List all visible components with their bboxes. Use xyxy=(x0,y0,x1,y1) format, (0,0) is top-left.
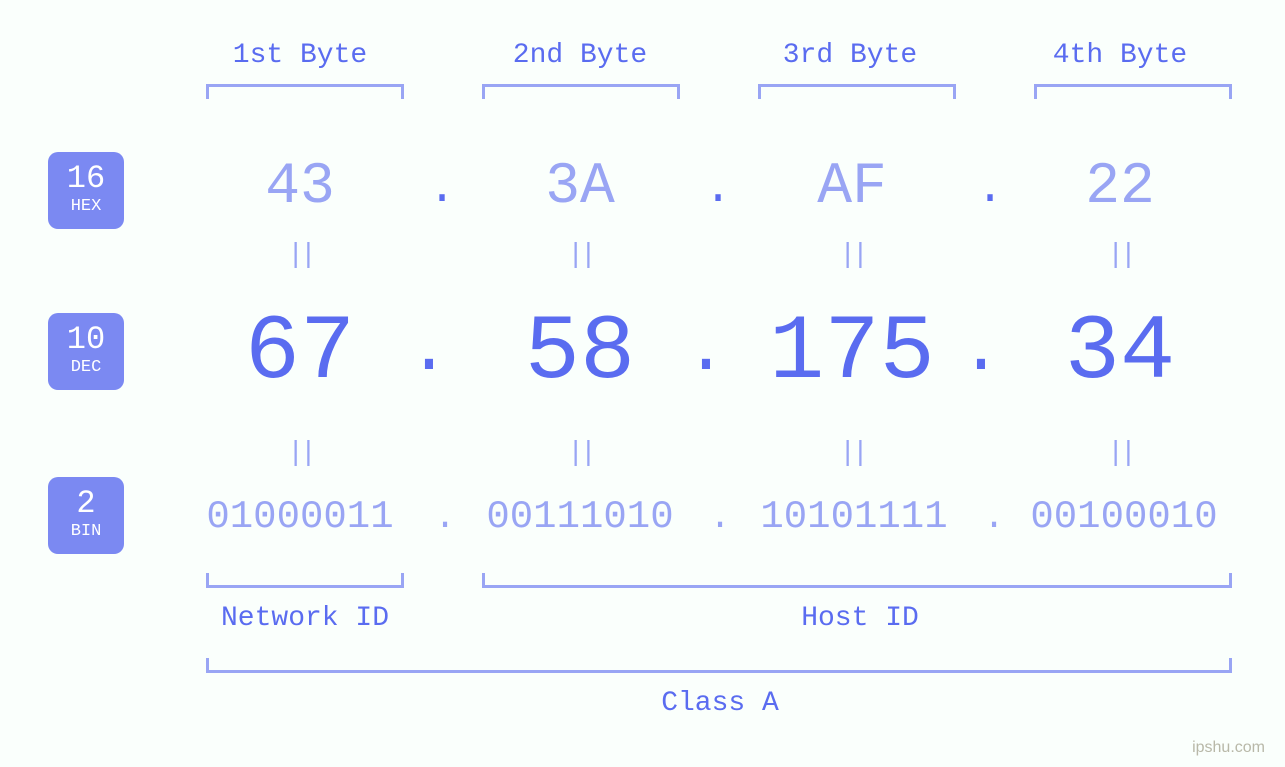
bracket-host xyxy=(482,573,1232,588)
bin-val-3: 10101111 xyxy=(724,495,984,539)
bracket-top-3 xyxy=(758,84,956,99)
watermark: ipshu.com xyxy=(1192,739,1265,757)
badge-dec: 10 DEC xyxy=(48,313,124,390)
bracket-network xyxy=(206,573,404,588)
dec-dot-1: . xyxy=(408,312,448,391)
hex-val-4: 22 xyxy=(1000,155,1240,220)
label-network-id: Network ID xyxy=(220,603,390,634)
bin-val-1: 01000011 xyxy=(170,495,430,539)
byte-header-2: 2nd Byte xyxy=(480,40,680,71)
badge-hex: 16 HEX xyxy=(48,152,124,229)
eq-db-3: || xyxy=(822,438,882,469)
label-host-id: Host ID xyxy=(790,603,930,634)
label-class: Class A xyxy=(640,688,800,719)
eq-db-2: || xyxy=(550,438,610,469)
dec-val-4: 34 xyxy=(1000,300,1240,405)
bracket-top-1 xyxy=(206,84,404,99)
dec-dot-2: . xyxy=(685,312,725,391)
eq-hd-4: || xyxy=(1090,240,1150,271)
badge-bin-txt: BIN xyxy=(71,522,102,542)
hex-val-3: AF xyxy=(732,155,972,220)
badge-hex-txt: HEX xyxy=(71,197,102,217)
eq-hd-1: || xyxy=(270,240,330,271)
badge-bin: 2 BIN xyxy=(48,477,124,554)
byte-header-3: 3rd Byte xyxy=(750,40,950,71)
bin-val-2: 00111010 xyxy=(450,495,710,539)
dec-dot-3: . xyxy=(960,312,1000,391)
dec-val-1: 67 xyxy=(180,300,420,405)
diagram-root: 1st Byte 2nd Byte 3rd Byte 4th Byte 16 H… xyxy=(0,0,1285,767)
badge-dec-txt: DEC xyxy=(71,358,102,378)
bracket-top-2 xyxy=(482,84,680,99)
hex-val-1: 43 xyxy=(180,155,420,220)
dec-val-3: 175 xyxy=(732,300,972,405)
byte-header-4: 4th Byte xyxy=(1020,40,1220,71)
byte-header-1: 1st Byte xyxy=(200,40,400,71)
eq-db-4: || xyxy=(1090,438,1150,469)
bracket-class xyxy=(206,658,1232,673)
eq-db-1: || xyxy=(270,438,330,469)
hex-dot-1: . xyxy=(422,163,462,215)
dec-val-2: 58 xyxy=(460,300,700,405)
eq-hd-2: || xyxy=(550,240,610,271)
badge-dec-num: 10 xyxy=(67,324,105,356)
badge-bin-num: 2 xyxy=(76,488,95,520)
eq-hd-3: || xyxy=(822,240,882,271)
bracket-top-4 xyxy=(1034,84,1232,99)
hex-val-2: 3A xyxy=(460,155,700,220)
badge-hex-num: 16 xyxy=(67,163,105,195)
bin-val-4: 00100010 xyxy=(994,495,1254,539)
